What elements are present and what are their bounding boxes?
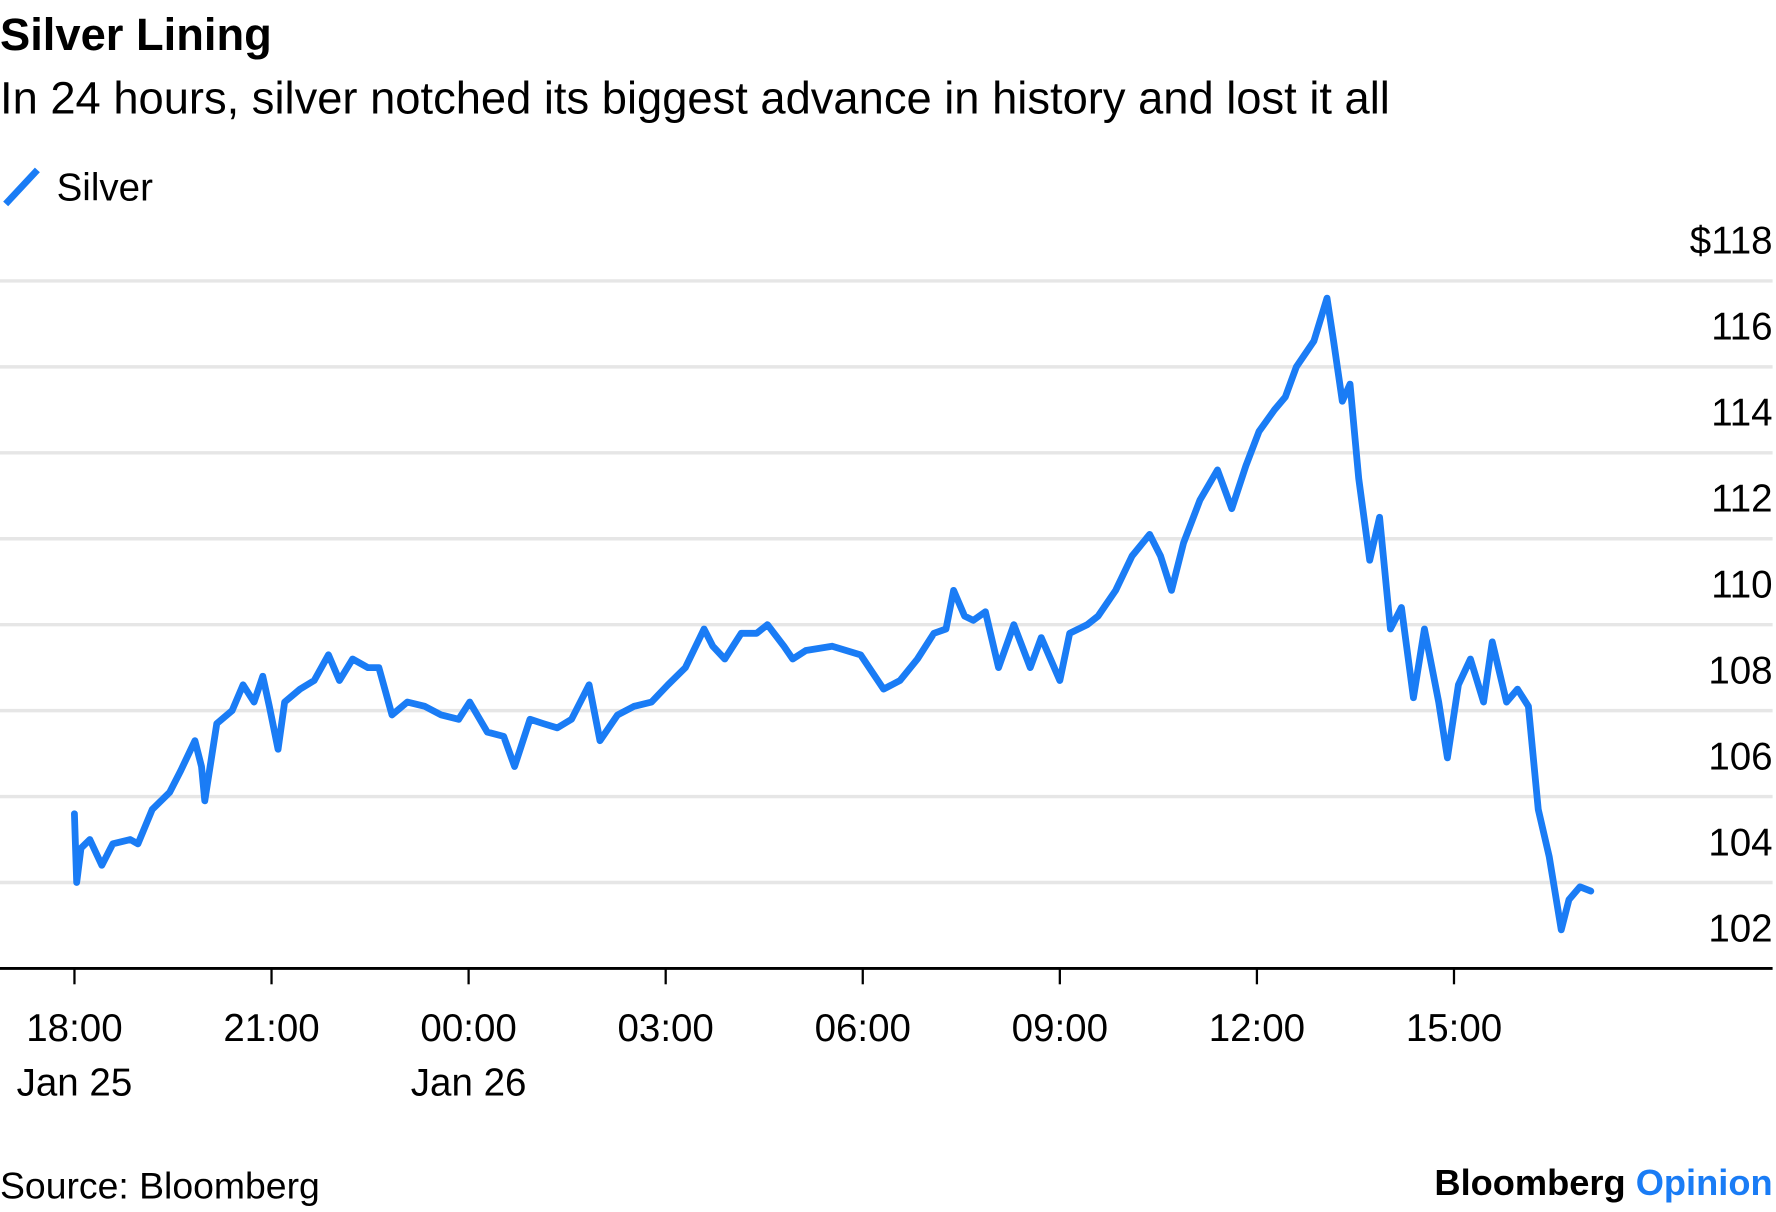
y-tick-label: 116: [1711, 306, 1772, 349]
x-tick-label: 09:00: [1012, 1007, 1108, 1050]
logo: Bloomberg Opinion: [1434, 1162, 1772, 1203]
logo-name: Bloomberg: [1434, 1162, 1625, 1203]
x-tick-label: 15:00: [1406, 1007, 1502, 1050]
y-tick-label: 104: [1708, 821, 1772, 864]
y-tick-label: 102: [1708, 907, 1772, 950]
logo-suffix: Opinion: [1636, 1162, 1773, 1203]
legend-swatch: [3, 167, 40, 207]
source: Source: Bloomberg: [0, 1164, 320, 1206]
series-line: [71, 294, 1595, 934]
chart-title: Silver Lining: [0, 9, 272, 60]
y-tick-label: 110: [1711, 564, 1772, 607]
y-tick-label: 114: [1711, 392, 1772, 435]
y-tick-label: 106: [1708, 735, 1772, 778]
legend-label: Silver: [57, 167, 153, 210]
x-tick-label: 00:00: [420, 1007, 516, 1050]
x-tick-label: 06:00: [815, 1007, 911, 1050]
y-tick-label: $118: [1690, 220, 1773, 263]
chart-subtitle: In 24 hours, silver notched its biggest …: [0, 72, 1390, 123]
x-tick-label: 21:00: [223, 1007, 319, 1050]
y-tick-label: 108: [1708, 649, 1772, 692]
y-tick-label: 112: [1711, 478, 1772, 521]
x-tick-date: Jan 26: [411, 1061, 527, 1104]
x-tick-label: 12:00: [1209, 1007, 1305, 1050]
x-tick-label: 18:00: [26, 1007, 122, 1050]
x-tick-date: Jan 25: [17, 1061, 133, 1104]
x-tick-label: 03:00: [618, 1007, 714, 1050]
